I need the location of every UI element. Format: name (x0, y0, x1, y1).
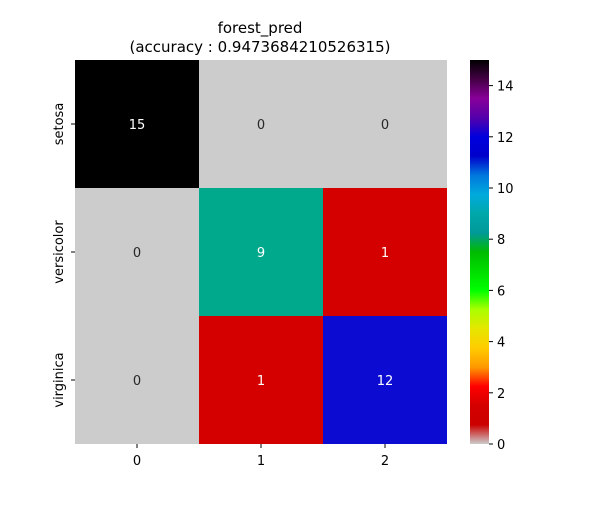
y-axis: setosa versicolor virginica (52, 103, 75, 408)
colorbar: 0 2 4 6 8 10 12 14 (470, 60, 514, 453)
cell-value-1-2: 1 (381, 246, 389, 261)
heatmap-cell-0-2 (323, 60, 447, 188)
heatmap-cell-1-1 (199, 188, 323, 316)
chart-title-line2: (accuracy : 0.9473684210526315) (130, 38, 391, 56)
colorbar-gradient (470, 60, 489, 444)
y-tick-label-1: versicolor (52, 220, 67, 284)
colorbar-tick-label-3: 6 (497, 284, 505, 299)
cell-value-2-1: 1 (257, 374, 265, 389)
x-axis: 0 1 2 (133, 444, 389, 469)
x-tick-label-0: 0 (133, 454, 141, 469)
heatmap-cell-2-0 (75, 316, 199, 444)
chart-title-line1: forest_pred (218, 19, 303, 38)
cell-value-0-2: 0 (381, 118, 389, 133)
colorbar-tick-label-1: 2 (497, 387, 505, 402)
heatmap-cell-0-1 (199, 60, 323, 188)
heatmap-cell-1-2 (323, 188, 447, 316)
heatmap-cell-0-0 (75, 60, 199, 188)
cell-value-2-0: 0 (133, 374, 141, 389)
colorbar-tick-label-4: 8 (497, 233, 505, 248)
colorbar-tick-label-5: 10 (497, 182, 514, 197)
x-tick-label-2: 2 (381, 454, 389, 469)
y-tick-label-0: setosa (52, 103, 67, 146)
x-tick-label-1: 1 (257, 454, 265, 469)
heatmap-cells (75, 60, 447, 444)
colorbar-tick-label-0: 0 (497, 438, 505, 453)
colorbar-tick-label-7: 14 (497, 80, 514, 95)
cell-value-1-1: 9 (257, 246, 265, 261)
cell-value-2-2: 12 (377, 374, 394, 389)
cell-value-0-0: 15 (129, 118, 146, 133)
heatmap-cell-2-1 (199, 316, 323, 444)
y-tick-label-2: virginica (52, 352, 67, 407)
cell-value-1-0: 0 (133, 246, 141, 261)
heatmap-cell-1-0 (75, 188, 199, 316)
cell-annotations: 15 0 0 0 9 1 0 1 12 (129, 118, 394, 389)
colorbar-tick-label-2: 4 (497, 336, 505, 351)
colorbar-tick-label-6: 12 (497, 131, 514, 146)
heatmap-cell-2-2 (323, 316, 447, 444)
cell-value-0-1: 0 (257, 118, 265, 133)
